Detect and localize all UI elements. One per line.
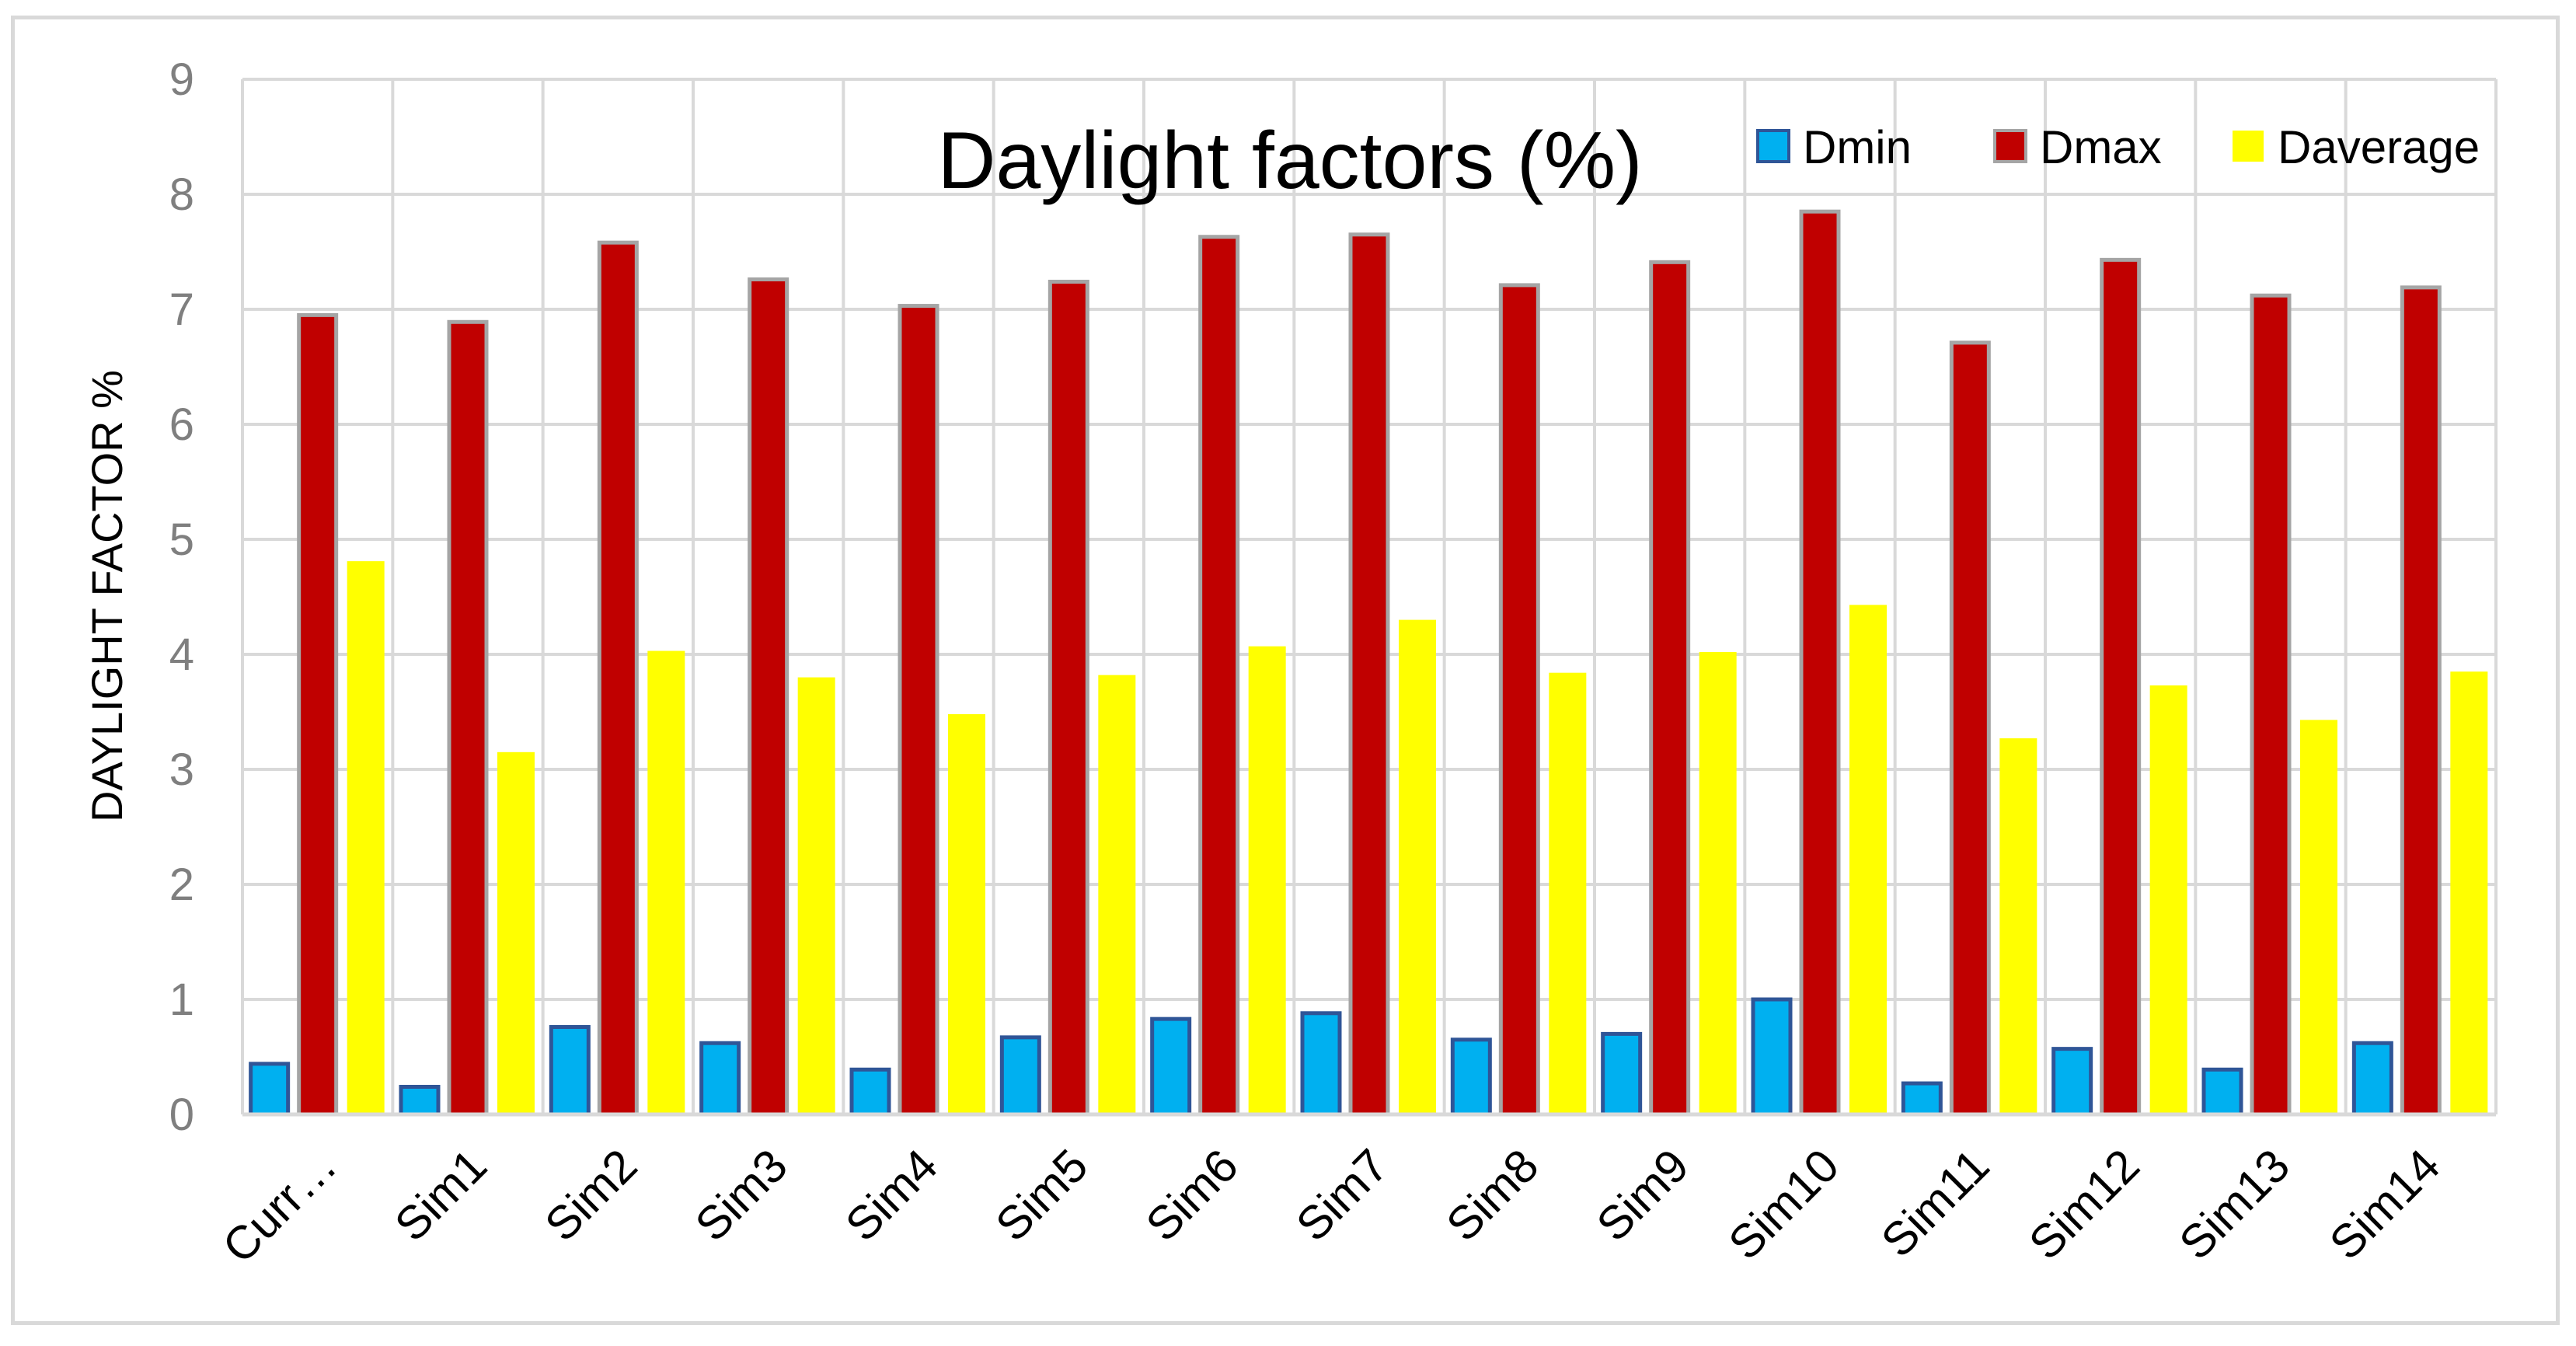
x-category-label: Curr… [213, 1139, 347, 1273]
bar-daverage-sim10 [1849, 605, 1887, 1114]
bar-dmax-sim2 [597, 240, 639, 1117]
x-category-label: Sim14 [2320, 1139, 2450, 1270]
x-category-label: Sim10 [1719, 1139, 1849, 1270]
bar-daverage-sim12 [2149, 685, 2187, 1114]
bar-daverage-sim6 [1248, 646, 1286, 1114]
bar-dmin-sim11 [1901, 1081, 1943, 1117]
y-tick-label: 5 [169, 514, 194, 565]
bar-daverage-sim2 [647, 650, 685, 1114]
x-category-label: Sim12 [2019, 1139, 2149, 1270]
bars-layer [249, 209, 2488, 1117]
chart-title: Daylight factors (%) [937, 116, 1642, 206]
bar-daverage-sim13 [2300, 720, 2337, 1114]
bar-dmin-sim5 [999, 1035, 1041, 1117]
bar-dmin-sim2 [549, 1025, 591, 1117]
y-tick-label: 2 [169, 860, 194, 910]
bar-dmin-sim10 [1751, 997, 1793, 1117]
bar-dmax-sim6 [1198, 235, 1240, 1117]
x-category-label: Sim9 [1587, 1139, 1699, 1251]
y-tick-label: 9 [169, 54, 194, 105]
x-category-label: Sim6 [1136, 1139, 1248, 1251]
bar-dmin-sim14 [2351, 1041, 2393, 1117]
x-category-label: Sim4 [835, 1139, 947, 1251]
y-tick-label: 4 [169, 629, 194, 680]
legend-label-dmax: Dmax [2040, 121, 2162, 173]
bar-daverage-sim8 [1549, 672, 1587, 1114]
bar-dmin-sim12 [2051, 1047, 2093, 1117]
bar-dmin-sim3 [699, 1041, 741, 1117]
y-tick-label: 1 [169, 975, 194, 1025]
x-category-label: Sim11 [1871, 1139, 1999, 1267]
bar-dmax-sim7 [1348, 232, 1390, 1117]
legend-swatch-daverage [2233, 131, 2264, 162]
bar-dmin-sim13 [2201, 1067, 2243, 1117]
x-category-label: Sim7 [1286, 1139, 1398, 1251]
bar-dmin-sim4 [849, 1067, 891, 1117]
legend: Dmin Dmax Daverage [1756, 121, 2480, 173]
bar-dmax-sim12 [2100, 257, 2142, 1117]
bar-daverage-sim3 [797, 677, 835, 1114]
y-tick-label: 0 [169, 1090, 194, 1140]
bar-dmax-sim8 [1498, 283, 1540, 1117]
y-tick-label: 7 [169, 284, 194, 335]
bar-daverage-sim4 [948, 713, 985, 1114]
bar-dmin-sim9 [1601, 1031, 1643, 1117]
bar-dmax-sim14 [2400, 285, 2442, 1117]
bar-dmax-sim1 [447, 319, 489, 1117]
bar-daverage-sim5 [1098, 675, 1136, 1114]
bar-dmax-sim5 [1047, 279, 1089, 1117]
bar-daverage-sim1 [497, 751, 535, 1114]
x-category-label: Sim13 [2170, 1139, 2300, 1270]
bar-dmin-sim1 [399, 1084, 441, 1117]
legend-swatch-dmax [1993, 129, 2027, 163]
bar-dmax-sim9 [1649, 260, 1691, 1117]
x-category-label: Sim5 [985, 1139, 1097, 1251]
bar-dmax-sim10 [1799, 209, 1841, 1117]
bar-daverage-sim14 [2450, 671, 2488, 1114]
bar-daverage-sim11 [1999, 738, 2037, 1114]
y-tick-label: 6 [169, 399, 194, 450]
bar-dmin-sim7 [1300, 1011, 1342, 1117]
y-axis-title: DAYLIGHT FACTOR % [82, 370, 131, 822]
bar-daverage-sim7 [1399, 619, 1436, 1114]
x-category-label: Sim1 [385, 1139, 497, 1251]
y-tick-label: 8 [169, 169, 194, 220]
legend-label-dmin: Dmin [1803, 121, 1912, 173]
bar-dmin-sim8 [1450, 1037, 1492, 1117]
bar-dmax-sim11 [1949, 340, 1991, 1117]
bar-dmax-sim13 [2250, 293, 2292, 1117]
x-category-label: Sim8 [1436, 1139, 1548, 1251]
bar-dmax-sim3 [748, 277, 790, 1117]
bar-dmax-sim4 [898, 304, 939, 1117]
x-category-label: Sim2 [535, 1139, 647, 1251]
x-category-label: Sim3 [685, 1139, 797, 1251]
bar-daverage-curr [347, 561, 385, 1114]
y-tick-label: 3 [169, 744, 194, 795]
bar-dmax-curr [297, 312, 339, 1117]
legend-swatch-dmin [1756, 129, 1790, 163]
legend-label-daverage: Daverage [2278, 121, 2480, 173]
bar-daverage-sim9 [1699, 652, 1737, 1114]
bar-dmin-sim6 [1150, 1016, 1192, 1117]
bar-dmin-curr [249, 1062, 291, 1117]
